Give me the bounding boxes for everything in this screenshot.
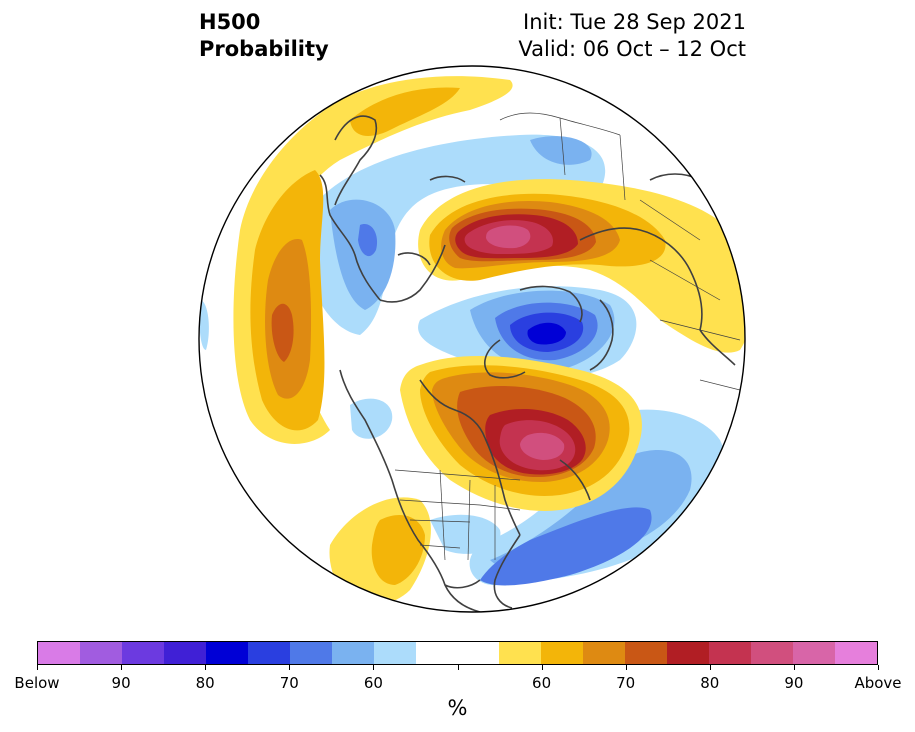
colorbar-tick-label: Above: [854, 674, 902, 692]
colorbar-segment: [499, 642, 542, 664]
colorbar-segment: [38, 642, 80, 664]
colorbar-segment: [331, 642, 374, 664]
colorbar-tick: [457, 665, 459, 670]
colorbar-segment: [709, 642, 752, 664]
colorbar-tick: [205, 665, 207, 670]
title-right: Init: Tue 28 Sep 2021 Valid: 06 Oct – 12…: [518, 9, 746, 63]
colorbar-tick-label: 70: [279, 674, 299, 692]
polar-map: [198, 65, 746, 613]
colorbar-tick-label: 60: [532, 674, 552, 692]
coastlines: [319, 115, 736, 612]
borders: [394, 112, 741, 561]
colorbar-segment: [415, 642, 458, 664]
colorbar-tick: [121, 665, 123, 670]
colorbar-tick: [37, 665, 38, 670]
colorbar-segment: [205, 642, 248, 664]
colorbar-tick: [541, 665, 543, 670]
colorbar-tick: [289, 665, 291, 670]
colorbar-tick-label: 80: [700, 674, 720, 692]
colorbar-segment: [667, 642, 710, 664]
colorbar-segment: [457, 642, 500, 664]
colorbar-segment: [835, 642, 878, 664]
product-title: Probability: [199, 37, 329, 61]
colorbar-segment: [163, 642, 206, 664]
above-90-areas: [486, 225, 565, 460]
colorbar-segment: [79, 642, 122, 664]
colorbar: [37, 641, 878, 665]
colorbar-tick-label: 80: [195, 674, 215, 692]
colorbar-tick-label: 90: [784, 674, 804, 692]
init-date: Init: Tue 28 Sep 2021: [523, 10, 746, 34]
colorbar-tick-label: 60: [363, 674, 383, 692]
colorbar-segment: [289, 642, 332, 664]
colorbar-segment: [751, 642, 794, 664]
colorbar-tick-labels: Below 90 80 70 60 60 70 80 90 Above: [14, 674, 901, 694]
colorbar-segment: [625, 642, 668, 664]
colorbar-tick: [373, 665, 375, 670]
colorbar-tick-label: 90: [111, 674, 131, 692]
valid-range: Valid: 06 Oct – 12 Oct: [518, 37, 746, 61]
colorbar-tick: [709, 665, 711, 670]
colorbar-tick-label: 70: [616, 674, 636, 692]
colorbar-segment: [373, 642, 416, 664]
colorbar-segment: [247, 642, 290, 664]
colorbar-segment: [583, 642, 626, 664]
variable-title: H500: [199, 10, 261, 34]
colorbar-unit: %: [447, 696, 468, 720]
below-80-areas: [527, 322, 566, 345]
colorbar-tick: [878, 665, 879, 670]
colorbar-tick: [793, 665, 795, 670]
colorbar-ticks: [37, 665, 879, 671]
colorbar-segment: [541, 642, 584, 664]
colorbar-segment: [121, 642, 164, 664]
colorbar-tick: [625, 665, 627, 670]
colorbar-tick-label: Below: [14, 674, 60, 692]
colorbar-segment: [793, 642, 836, 664]
globe-outline: [198, 65, 746, 613]
title-left: H500 Probability: [199, 9, 329, 63]
